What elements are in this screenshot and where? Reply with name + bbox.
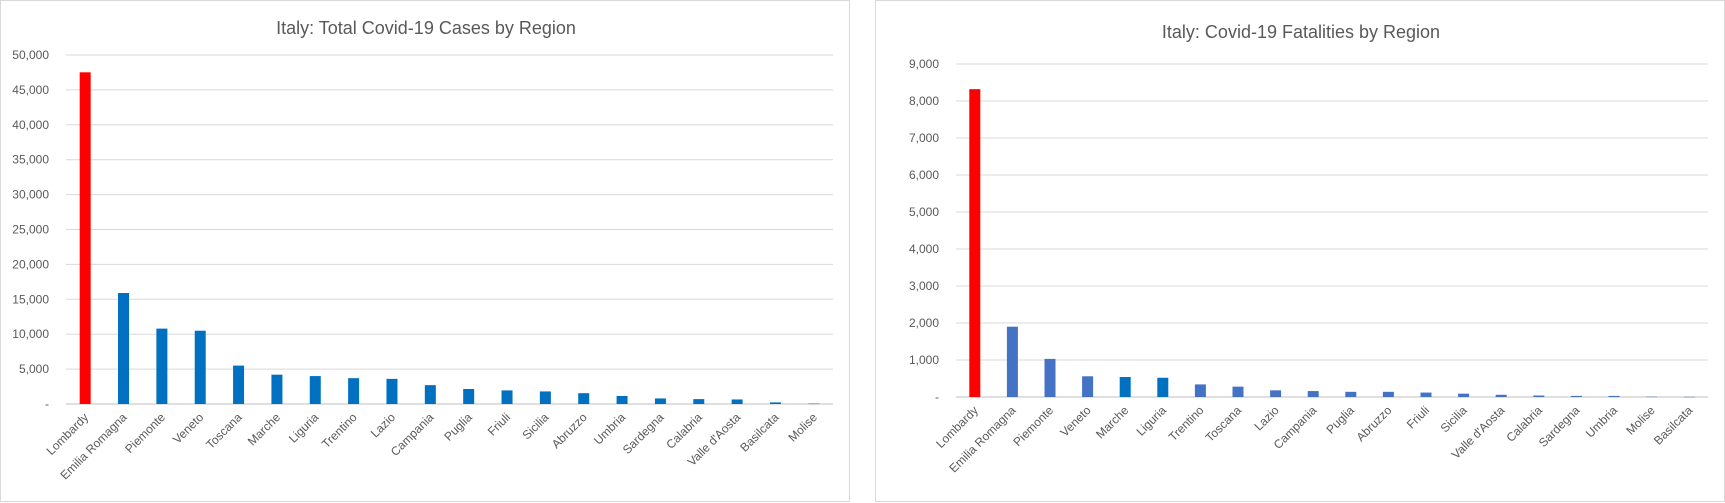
y-tick-label: 9,000 [909,57,939,71]
cases-chart-panel: Italy: Total Covid-19 Cases by Region - 5… [0,0,850,502]
bar [1570,395,1582,397]
fatalities-chart-panel: Italy: Covid-19 Fatalities by Region - 1,… [875,0,1725,502]
bar [769,402,781,404]
x-tick-label: Sicilia [1438,403,1470,435]
y-tick-label: 7,000 [909,131,939,145]
bar [731,399,743,404]
bar [156,328,168,404]
y-tick-label: 35,000 [12,153,49,167]
y-tick-label: 6,000 [909,168,939,182]
y-tick-label: 5,000 [19,362,49,376]
y-tick-label: 4,000 [909,242,939,256]
bar [1157,377,1169,397]
x-tick-label: Piemonte [122,410,168,456]
bar [1458,393,1470,397]
bar [1608,395,1620,397]
bar [463,388,475,404]
x-tick-label: Emilia Romagna [57,410,129,482]
y-tick-label: 20,000 [12,257,49,271]
bar [309,376,321,404]
bar [1082,376,1094,397]
bar [1420,392,1432,397]
x-tick-label: Puglia [441,410,475,444]
x-tick-label: Sardegna [1536,403,1583,450]
bar [233,365,245,404]
x-tick-label: Veneto [1057,403,1094,440]
bar [79,72,91,405]
x-tick-label: Basilcata [737,410,782,455]
x-tick-label: Umbria [1583,403,1620,440]
bar [271,374,283,404]
bar [1194,384,1206,397]
bar [1232,386,1244,397]
y-tick-label: 15,000 [12,292,49,306]
bar [539,391,551,404]
bar [1006,326,1018,397]
y-tick-label: 10,000 [12,327,49,341]
bar [1307,391,1319,397]
x-tick-label: Marche [1093,403,1131,441]
bar [1495,394,1507,397]
bar [1119,377,1131,397]
y-tick-label: 25,000 [12,223,49,237]
bar [1646,396,1658,398]
y-tick-label: 50,000 [12,48,49,62]
x-tick-label: Toscana [203,410,245,452]
bar [501,390,513,404]
bar [386,378,398,404]
chart-title: Italy: Covid-19 Fatalities by Region [1162,22,1440,42]
x-tick-label: Umbria [591,410,628,447]
x-tick-label: Veneto [170,410,207,447]
bar [654,398,666,404]
y-tick-label: 3,000 [909,279,939,293]
bar [348,378,360,404]
bar [1683,396,1695,398]
x-tick-label: Emilia Romagna [946,403,1018,475]
bar [693,399,705,404]
x-tick-label: Liguria [286,410,322,446]
x-tick-label: Molise [786,410,821,445]
y-tick-label: 2,000 [909,316,939,330]
cases-chart: Italy: Total Covid-19 Cases by Region - 5… [12,18,833,482]
bar [118,293,130,404]
y-tick-label: 1,000 [909,353,939,367]
bar [194,330,206,404]
y-tick-label: 45,000 [12,83,49,97]
x-tick-label: Puglia [1323,403,1357,437]
y-tick-label: 40,000 [12,118,49,132]
bar [616,395,628,404]
x-tick-label: Basilcata [1651,403,1696,448]
x-tick-label: Marche [245,410,283,448]
x-tick-label: Lazio [1252,403,1282,433]
x-tick-label: Trentino [319,410,360,451]
y-tick-label: 30,000 [12,188,49,202]
bar [808,403,820,405]
bar [578,393,590,404]
bar [1044,358,1056,397]
bar [969,89,981,397]
x-tick-label: Friuli [485,410,513,438]
x-tick-label: Liguria [1134,403,1170,439]
bar [1345,391,1357,397]
bar [1533,395,1545,397]
y-tick-label: 8,000 [909,94,939,108]
x-tick-label: Lazio [368,410,398,440]
y-tick-label: 5,000 [909,205,939,219]
y-tick-label: - [45,397,49,411]
x-tick-label: Molise [1623,403,1658,438]
x-tick-label: Sicilia [519,410,551,442]
x-tick-label: Trentino [1166,403,1207,444]
fatalities-chart: Italy: Covid-19 Fatalities by Region - 1,… [909,22,1708,475]
x-tick-label: Piemonte [1010,403,1056,449]
x-tick-label: Abruzzo [1353,403,1394,444]
bar [424,385,436,404]
x-tick-label: Toscana [1203,403,1245,445]
bar [1382,391,1394,397]
x-tick-label: Sardegna [620,410,667,457]
chart-title: Italy: Total Covid-19 Cases by Region [276,18,576,38]
x-tick-label: Abruzzo [549,410,590,451]
y-tick-label: - [935,390,939,404]
x-tick-label: Friuli [1404,403,1432,431]
bar [1270,390,1282,397]
